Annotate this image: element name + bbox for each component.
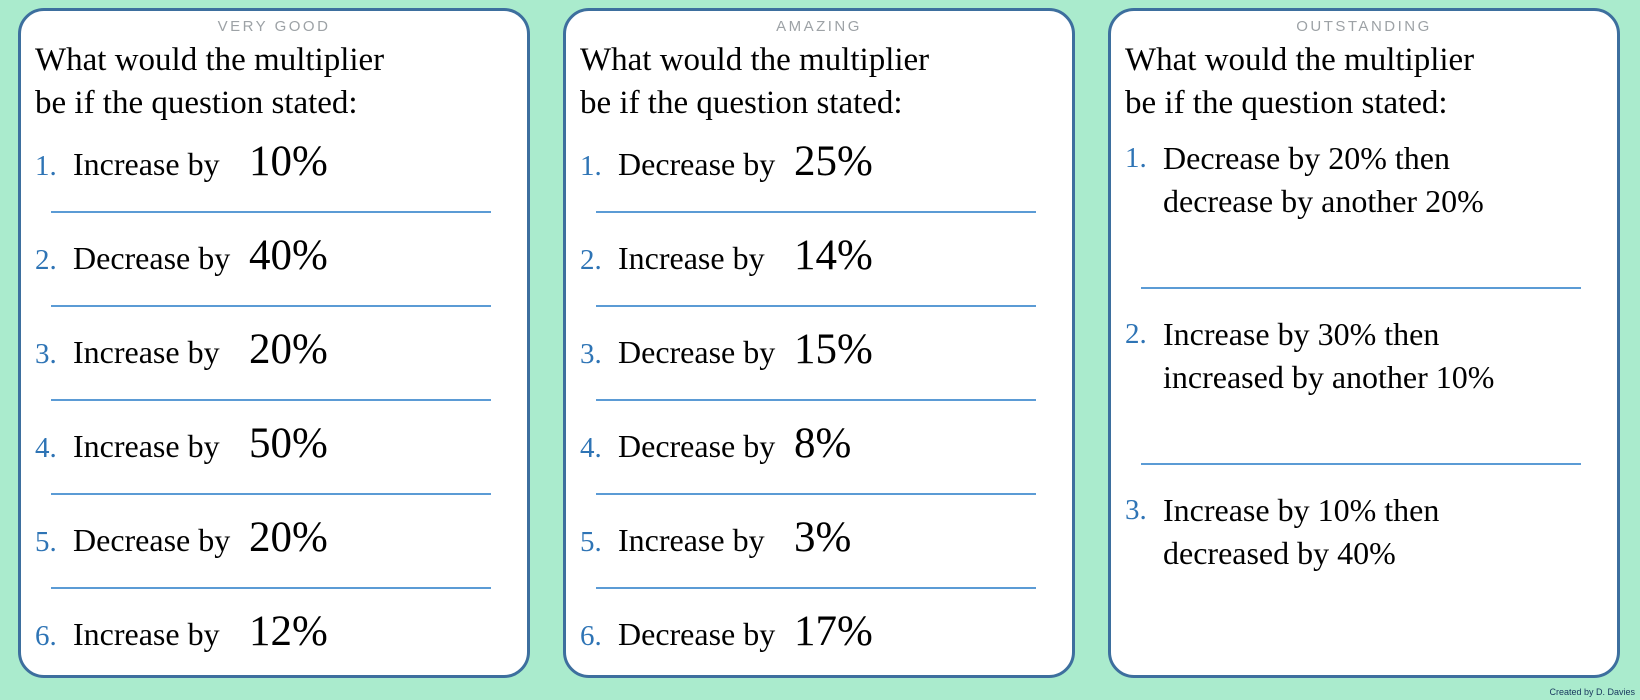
separator-line [51,305,491,307]
list-item: 2. Increase by 30% then increased by ano… [1125,313,1603,399]
item-number: 5. [580,526,602,558]
item-number: 5. [35,526,57,558]
item-number: 6. [35,620,57,652]
item-percentage: 8% [794,420,852,467]
item-percentage: 3% [794,514,852,561]
list-item: 3. Increase by 10% then decreased by 40% [1125,489,1603,575]
item-number: 2. [1125,318,1147,350]
item-number: 4. [35,432,57,464]
card-very-good: VERY GOOD What would the multiplier be i… [18,8,530,678]
list-item: 6. Decrease by 17% [580,607,1058,665]
list-item: 3. Increase by 20% [35,325,513,383]
separator-line [596,493,1036,495]
card-amazing: AMAZING What would the multiplier be if … [563,8,1075,678]
question-list: 1. Decrease by 25% 2. Increase by 14% 3.… [580,137,1058,665]
separator-line [596,587,1036,589]
item-text: Decrease by [73,240,231,276]
heading-line-2: be if the question stated: [35,85,358,121]
card-heading: What would the multiplier be if the ques… [580,39,1058,125]
item-number: 3. [1125,494,1147,526]
list-item: 1. Decrease by 20% then decrease by anot… [1125,137,1603,223]
list-item: 1. Increase by 10% [35,137,513,195]
item-number: 1. [580,150,602,182]
list-item: 5. Increase by 3% [580,513,1058,571]
separator-line [596,211,1036,213]
item-text: Decrease by [618,146,776,182]
item-percentage: 17% [794,608,873,655]
item-percentage: 12% [249,608,328,655]
cards-row: VERY GOOD What would the multiplier be i… [18,8,1620,678]
item-number: 2. [580,244,602,276]
heading-line-1: What would the multiplier [580,42,930,78]
separator-line [51,493,491,495]
card-title: VERY GOOD [217,18,331,35]
separator-line [596,399,1036,401]
question-list: 1. Decrease by 20% then decrease by anot… [1125,137,1603,575]
item-number: 1. [1125,142,1147,174]
item-number: 3. [35,338,57,370]
card-title: OUTSTANDING [1296,18,1432,35]
item-number: 6. [580,620,602,652]
item-text: Increase by [73,616,220,652]
separator-line [1141,287,1581,289]
item-text: Decrease by [618,616,776,652]
list-item: 5. Decrease by 20% [35,513,513,571]
list-item: 6. Increase by 12% [35,607,513,665]
item-number: 2. [35,244,57,276]
list-item: 3. Decrease by 15% [580,325,1058,383]
separator-line [51,587,491,589]
item-percentage: 50% [249,420,328,467]
item-number: 4. [580,432,602,464]
item-percentage: 10% [249,138,328,185]
item-text: Increase by [618,522,765,558]
item-text: Increase by [73,146,220,182]
list-item: 4. Increase by 50% [35,419,513,477]
item-percentage: 15% [794,326,873,373]
item-text-line-2: increased by another 10% [1163,359,1495,395]
card-title: AMAZING [776,18,862,35]
heading-line-2: be if the question stated: [1125,85,1448,121]
card-heading: What would the multiplier be if the ques… [1125,39,1603,125]
item-text: Decrease by [73,522,231,558]
item-number: 3. [580,338,602,370]
item-text: Increase by 30% then increased by anothe… [1163,313,1494,399]
separator-line [1141,463,1581,465]
item-text: Decrease by 20% then decrease by another… [1163,137,1484,223]
item-text-line-1: Decrease by 20% then [1163,140,1450,176]
list-item: 2. Decrease by 40% [35,231,513,289]
card-outstanding: OUTSTANDING What would the multiplier be… [1108,8,1620,678]
item-text-line-2: decreased by 40% [1163,535,1396,571]
separator-line [596,305,1036,307]
credit-text: Created by D. Davies [1549,687,1635,697]
heading-line-1: What would the multiplier [35,42,385,78]
heading-line-2: be if the question stated: [580,85,903,121]
item-percentage: 20% [249,514,328,561]
item-number: 1. [35,150,57,182]
list-item: 4. Decrease by 8% [580,419,1058,477]
item-text: Decrease by [618,334,776,370]
item-percentage: 25% [794,138,873,185]
separator-line [51,211,491,213]
list-item: 2. Increase by 14% [580,231,1058,289]
item-text: Increase by [73,334,220,370]
list-item: 1. Decrease by 25% [580,137,1058,195]
heading-line-1: What would the multiplier [1125,42,1475,78]
item-text-line-1: Increase by 30% then [1163,316,1440,352]
item-text: Decrease by [618,428,776,464]
item-percentage: 20% [249,326,328,373]
item-text: Increase by [618,240,765,276]
separator-line [51,399,491,401]
card-heading: What would the multiplier be if the ques… [35,39,513,125]
item-text-line-2: decrease by another 20% [1163,183,1484,219]
item-percentage: 14% [794,232,873,279]
item-text: Increase by [73,428,220,464]
question-list: 1. Increase by 10% 2. Decrease by 40% 3.… [35,137,513,665]
item-percentage: 40% [249,232,328,279]
item-text: Increase by 10% then decreased by 40% [1163,489,1439,575]
item-text-line-1: Increase by 10% then [1163,492,1440,528]
